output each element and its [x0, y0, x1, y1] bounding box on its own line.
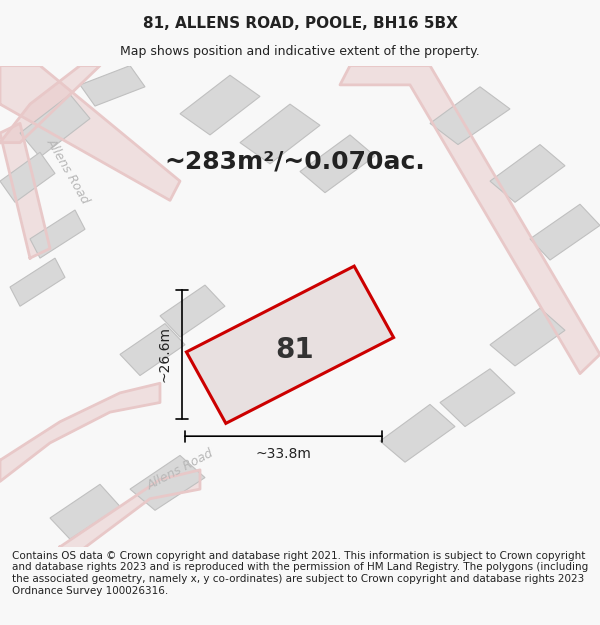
Text: Allens Road: Allens Road — [44, 136, 92, 206]
Polygon shape — [0, 66, 180, 201]
Polygon shape — [340, 66, 600, 374]
Polygon shape — [430, 87, 510, 144]
Polygon shape — [130, 456, 205, 510]
Text: ~283m²/~0.070ac.: ~283m²/~0.070ac. — [164, 150, 425, 174]
Polygon shape — [0, 123, 50, 258]
Text: 81, ALLENS ROAD, POOLE, BH16 5BX: 81, ALLENS ROAD, POOLE, BH16 5BX — [143, 16, 457, 31]
Polygon shape — [300, 135, 375, 192]
Polygon shape — [80, 66, 145, 106]
Text: Allens Road: Allens Road — [145, 447, 215, 493]
Polygon shape — [530, 204, 600, 260]
Text: ~26.6m: ~26.6m — [157, 326, 171, 382]
Text: 81: 81 — [275, 336, 314, 364]
Polygon shape — [490, 144, 565, 202]
Polygon shape — [440, 369, 515, 426]
Polygon shape — [240, 104, 320, 164]
Text: Contains OS data © Crown copyright and database right 2021. This information is : Contains OS data © Crown copyright and d… — [12, 551, 588, 596]
Polygon shape — [120, 324, 185, 376]
Polygon shape — [0, 66, 100, 142]
Text: Map shows position and indicative extent of the property.: Map shows position and indicative extent… — [120, 44, 480, 58]
Polygon shape — [490, 308, 565, 366]
Polygon shape — [60, 470, 200, 566]
Polygon shape — [10, 258, 65, 306]
Polygon shape — [180, 75, 260, 135]
Polygon shape — [0, 152, 55, 202]
Polygon shape — [160, 285, 225, 337]
Polygon shape — [30, 210, 85, 258]
Polygon shape — [50, 484, 120, 539]
Polygon shape — [20, 94, 90, 157]
Text: ~33.8m: ~33.8m — [256, 446, 311, 461]
Polygon shape — [187, 266, 394, 423]
Polygon shape — [380, 404, 455, 462]
Polygon shape — [0, 383, 160, 481]
